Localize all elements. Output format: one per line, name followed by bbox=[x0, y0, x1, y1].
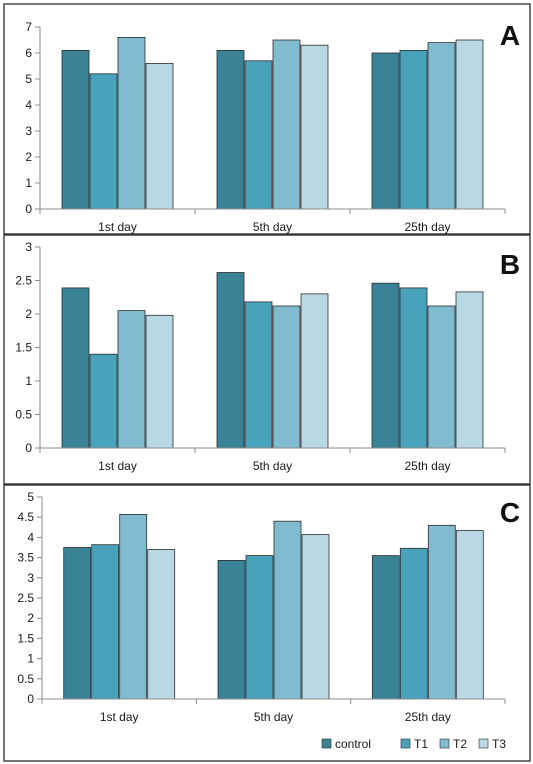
bar-a-t1-3 bbox=[399, 50, 428, 210]
bar-a-control-1 bbox=[61, 50, 90, 210]
y-tick-label-a: 0 bbox=[25, 202, 32, 216]
panel-c-plot: 0 0.5 1 1.5 2 2.5 3 3.5 4 4.5 5 1st day 5th day 25th … bbox=[17, 490, 506, 724]
panel-a: A 0 1 2 3 4 5 6 7 1st day 5th day 25th day bbox=[3, 3, 531, 235]
y-tick-label-b: 0.5 bbox=[15, 408, 32, 422]
bar-a-control-2 bbox=[216, 50, 245, 210]
bar-b-control-1 bbox=[61, 287, 90, 449]
y-tick-label-b: 1 bbox=[25, 374, 32, 388]
bar-c-t1-1 bbox=[91, 544, 120, 700]
y-tick-label-a: 1 bbox=[25, 176, 32, 190]
legend-swatch-control bbox=[321, 738, 332, 749]
y-tick-label-a: 4 bbox=[25, 98, 32, 112]
bar-c-t2-1 bbox=[119, 514, 148, 700]
bar-a-t2-1 bbox=[117, 37, 146, 210]
y-tick-label-c: 2 bbox=[27, 611, 34, 625]
x-tick-label-b: 5th day bbox=[253, 459, 292, 473]
y-tick-label-c: 1.5 bbox=[17, 631, 34, 645]
bar-b-control-2 bbox=[216, 272, 245, 449]
y-tick-label-c: 2.5 bbox=[17, 591, 34, 605]
bar-b-t1-3 bbox=[399, 287, 428, 449]
bar-c-t1-3 bbox=[399, 547, 428, 700]
bar-b-t1-2 bbox=[244, 301, 273, 449]
panel-c-letter: C bbox=[500, 497, 520, 528]
bar-b-t2-3 bbox=[427, 305, 456, 449]
legend-label-control: control bbox=[335, 737, 371, 751]
legend-label-t3: T3 bbox=[492, 737, 506, 751]
legend-label-t2: T2 bbox=[453, 737, 467, 751]
y-tick-label-a: 5 bbox=[25, 72, 32, 86]
legend: control T1 T2 T3 bbox=[321, 737, 506, 751]
panel-a-letter: A bbox=[500, 20, 520, 51]
legend-label-t1: T1 bbox=[414, 737, 428, 751]
panel-a-plot: 0 1 2 3 4 5 6 7 1st day 5th day 25th day bbox=[25, 20, 506, 234]
y-tick-label-a: 6 bbox=[25, 46, 32, 60]
bar-a-t2-3 bbox=[427, 42, 456, 210]
bar-c-control-1 bbox=[63, 547, 92, 700]
x-tick-label-b: 1st day bbox=[98, 459, 137, 473]
panel-b-plot: 0 0.5 1 1.5 2 2.5 3 1st day 5th day 25th day bbox=[15, 240, 506, 473]
y-tick-label-a: 7 bbox=[25, 20, 32, 34]
legend-swatch-t1 bbox=[400, 738, 411, 749]
x-tick-label-c: 1st day bbox=[100, 710, 139, 724]
bar-c-t2-3 bbox=[427, 524, 456, 700]
y-tick-label-c: 1 bbox=[27, 652, 34, 666]
panel-c: C 0 0.5 1 1.5 2 2.5 3 3.5 4 4.5 5 1st day 5th day 25t… bbox=[3, 484, 531, 762]
bar-b-control-3 bbox=[371, 282, 400, 449]
bar-b-t2-2 bbox=[272, 305, 301, 449]
bar-c-control-3 bbox=[371, 555, 400, 700]
x-tick-label-b: 25th day bbox=[404, 459, 450, 473]
y-tick-label-b: 2 bbox=[25, 307, 32, 321]
legend-swatch-t2 bbox=[439, 738, 450, 749]
bar-b-t3-1 bbox=[145, 314, 174, 449]
bar-c-t3-1 bbox=[147, 549, 176, 700]
bar-a-control-3 bbox=[371, 52, 400, 210]
x-tick-label-a: 25th day bbox=[404, 220, 450, 234]
y-tick-label-c: 4 bbox=[27, 530, 34, 544]
y-tick-label-a: 2 bbox=[25, 150, 32, 164]
y-tick-label-c: 0.5 bbox=[17, 672, 34, 686]
bar-c-control-2 bbox=[217, 560, 246, 700]
y-tick-label-b: 2.5 bbox=[15, 274, 32, 288]
bar-b-t1-1 bbox=[89, 353, 118, 449]
bar-a-t3-3 bbox=[455, 39, 484, 210]
bar-b-t2-1 bbox=[117, 310, 146, 449]
x-tick-label-a: 5th day bbox=[253, 220, 292, 234]
x-tick-label-c: 25th day bbox=[405, 710, 451, 724]
bar-b-t3-2 bbox=[300, 293, 329, 449]
y-tick-label-c: 3 bbox=[27, 571, 34, 585]
y-tick-label-c: 3.5 bbox=[17, 551, 34, 565]
bar-c-t2-2 bbox=[273, 520, 302, 700]
x-tick-label-c: 5th day bbox=[254, 710, 293, 724]
y-tick-label-c: 5 bbox=[27, 490, 34, 504]
bar-c-t3-2 bbox=[301, 534, 330, 700]
panel-b: B 0 0.5 1 1.5 2 2.5 3 1st day 5th day 25th day bbox=[3, 234, 531, 485]
bar-a-t3-1 bbox=[145, 63, 174, 210]
bar-a-t3-2 bbox=[300, 44, 329, 210]
y-tick-label-c: 4.5 bbox=[17, 510, 34, 524]
bar-a-t1-2 bbox=[244, 60, 273, 210]
bar-c-t1-2 bbox=[245, 555, 274, 700]
y-tick-label-b: 3 bbox=[25, 240, 32, 254]
y-tick-label-a: 3 bbox=[25, 124, 32, 138]
bar-c-t3-3 bbox=[455, 530, 484, 700]
legend-swatch-t3 bbox=[478, 738, 489, 749]
bar-b-t3-3 bbox=[455, 291, 484, 449]
y-tick-label-b: 0 bbox=[25, 441, 32, 455]
y-tick-label-c: 0 bbox=[27, 692, 34, 706]
bar-a-t1-1 bbox=[89, 73, 118, 210]
x-tick-label-a: 1st day bbox=[98, 220, 137, 234]
panel-b-letter: B bbox=[500, 249, 520, 280]
bar-a-t2-2 bbox=[272, 39, 301, 210]
y-tick-label-b: 1.5 bbox=[15, 341, 32, 355]
